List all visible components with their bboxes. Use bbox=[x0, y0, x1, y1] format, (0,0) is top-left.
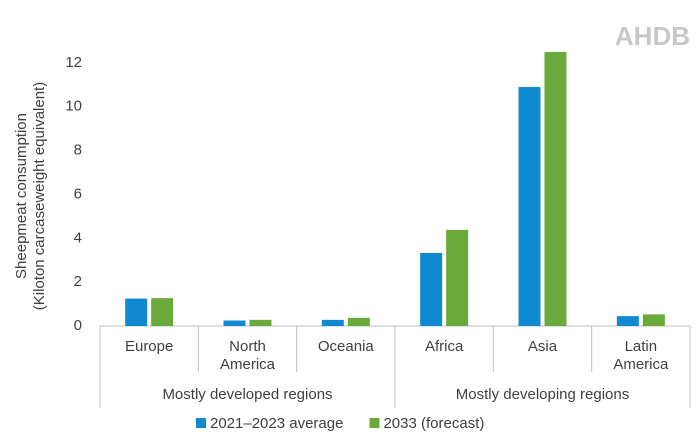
y-tick-label: 12 bbox=[65, 54, 82, 71]
legend-label: 2033 (forecast) bbox=[383, 415, 484, 432]
legend-swatch bbox=[369, 418, 380, 428]
y-tick-label: 6 bbox=[74, 185, 82, 202]
bar bbox=[446, 229, 469, 326]
x-tick-label: Europe bbox=[125, 338, 173, 355]
group-label: Mostly developing regions bbox=[456, 386, 629, 403]
x-tick-label: Africa bbox=[425, 338, 464, 355]
y-axis-title: Sheepmeat consumption (Kiloton carcasewe… bbox=[13, 82, 48, 310]
y-tick-label: 4 bbox=[74, 229, 82, 246]
x-tick-label: Latin America bbox=[613, 338, 669, 373]
legend-swatch bbox=[196, 418, 206, 428]
bar bbox=[616, 316, 639, 326]
y-axis-title-line: (Kiloton carcaseweight equivalent) bbox=[31, 82, 48, 310]
bar bbox=[321, 319, 344, 326]
bar bbox=[420, 252, 443, 326]
bar bbox=[642, 314, 665, 326]
bar bbox=[544, 51, 567, 326]
y-axis-title-line: Sheepmeat consumption bbox=[13, 113, 30, 279]
y-tick-label: 0 bbox=[74, 317, 82, 334]
x-tick-label: Oceania bbox=[318, 338, 375, 355]
x-tick-label: North America bbox=[220, 338, 276, 373]
bar bbox=[518, 87, 541, 327]
bar bbox=[151, 298, 174, 326]
bar bbox=[223, 320, 246, 326]
y-tick-label: 2 bbox=[74, 273, 82, 290]
legend-label: 2021–2023 average bbox=[210, 415, 343, 432]
y-tick-label: 8 bbox=[74, 142, 82, 159]
bar bbox=[125, 298, 148, 326]
group-label: Mostly developed regions bbox=[162, 386, 332, 403]
bar bbox=[249, 319, 272, 326]
logo: AHDB bbox=[615, 21, 690, 51]
y-tick-label: 10 bbox=[65, 98, 82, 115]
x-tick-label: Asia bbox=[528, 338, 558, 355]
bar bbox=[347, 317, 370, 326]
